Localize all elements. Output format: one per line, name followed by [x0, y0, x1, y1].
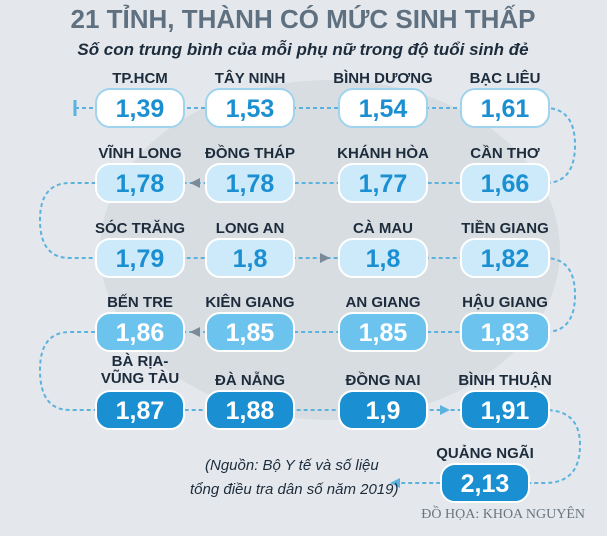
value-pill [338, 390, 428, 430]
province-name: LONG AN [216, 220, 285, 237]
value-pill [338, 163, 428, 203]
value: 1,83 [481, 319, 530, 347]
province-name: VŨNG TÀU [101, 369, 179, 387]
value-pill [460, 238, 550, 278]
credit: ĐỒ HỌA: KHOA NGUYÊN [421, 504, 585, 522]
value-pill [338, 312, 428, 352]
items: 1,39 TP.HCM 1,53 TÂY NINH 1,54 BÌNH DƯƠNG 1,61… [95, 69, 552, 503]
value: 1,8 [233, 245, 268, 273]
province-name: HẬU GIANG [462, 293, 548, 311]
value-pill [460, 312, 550, 352]
value: 1,85 [359, 319, 408, 347]
arrow [440, 405, 450, 415]
arrow [190, 327, 200, 337]
value-pill [205, 312, 295, 352]
province-name: CÀ MAU [353, 220, 413, 237]
province-name: VĨNH LONG [98, 144, 181, 162]
value: 1,87 [116, 397, 165, 425]
province-name: ĐÀ NẴNG [215, 372, 285, 389]
value-pill [460, 88, 550, 128]
province-name: AN GIANG [346, 294, 421, 311]
province-name: KIÊN GIANG [205, 293, 294, 311]
province-name: TÂY NINH [215, 69, 286, 87]
value: 1,86 [116, 319, 165, 347]
province-name: BẠC LIÊU [470, 69, 541, 87]
province-name: CẦN THƠ [470, 145, 540, 162]
province-name: BÀ RỊA- [112, 353, 169, 370]
value-pill [95, 390, 185, 430]
value: 1,79 [116, 245, 165, 273]
province-name: BÌNH THUẬN [458, 371, 551, 389]
province-name: TP.HCM [112, 70, 168, 87]
value: 1,91 [481, 397, 530, 425]
end-arrow [390, 478, 400, 488]
value-pill [205, 390, 295, 430]
value-pill [440, 463, 530, 503]
source-line: (Nguồn: Bộ Y tế và số liệu [205, 457, 379, 474]
value-pill [338, 88, 428, 128]
value-pill [460, 390, 550, 430]
province-name: ĐỒNG THÁP [205, 144, 295, 162]
value: 1,54 [359, 95, 408, 123]
value-pill [205, 88, 295, 128]
value: 1,88 [226, 397, 275, 425]
source-line: tổng điều tra dân số năm 2019) [190, 481, 398, 498]
value: 1,78 [116, 170, 165, 198]
value: 1,8 [366, 245, 401, 273]
value-pill [205, 163, 295, 203]
value-pill [460, 163, 550, 203]
value: 1,77 [359, 170, 408, 198]
value: 1,61 [481, 95, 530, 123]
value: 1,66 [481, 170, 530, 198]
province-name: BẾN TRE [107, 294, 173, 311]
value: 1,85 [226, 319, 275, 347]
value-pill [95, 163, 185, 203]
province-name: KHÁNH HÒA [337, 144, 429, 162]
province-name: BÌNH DƯƠNG [333, 70, 432, 87]
province-name: SÓC TRĂNG [95, 219, 185, 237]
value-pill [95, 88, 185, 128]
province-name: TIỀN GIANG [461, 220, 549, 237]
arrow [320, 253, 330, 263]
value: 1,78 [226, 170, 275, 198]
province-name: ĐỒNG NAI [346, 371, 421, 389]
value: 2,13 [461, 470, 510, 498]
subtitle: Số con trung bình của mỗi phụ nữ trong đ… [77, 39, 528, 59]
value-pill [95, 312, 185, 352]
value: 1,9 [366, 397, 401, 425]
value: 1,39 [116, 95, 165, 123]
province-name: QUẢNG NGÃI [436, 444, 534, 462]
value-pill [95, 238, 185, 278]
value-pill [205, 238, 295, 278]
title: 21 TỈNH, THÀNH CÓ MỨC SINH THẤP [70, 4, 535, 34]
value: 1,82 [481, 245, 530, 273]
value-pill [338, 238, 428, 278]
arrow [190, 178, 200, 188]
value: 1,53 [226, 95, 275, 123]
